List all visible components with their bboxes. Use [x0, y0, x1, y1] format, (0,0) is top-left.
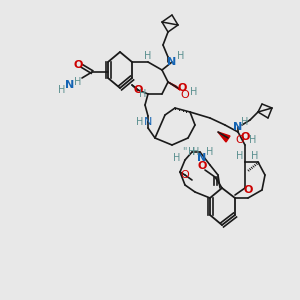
- Text: H: H: [74, 77, 82, 87]
- Text: N: N: [167, 57, 177, 67]
- Text: H: H: [236, 151, 244, 161]
- Text: N: N: [144, 117, 152, 127]
- Text: O: O: [181, 170, 189, 180]
- Text: O: O: [236, 135, 244, 145]
- Text: H: H: [173, 153, 181, 163]
- Text: H: H: [206, 147, 214, 157]
- Text: H: H: [177, 51, 185, 61]
- Text: H: H: [58, 85, 66, 95]
- Text: ": ": [182, 146, 186, 156]
- Polygon shape: [218, 132, 230, 142]
- Text: H: H: [251, 151, 259, 161]
- Text: O: O: [181, 90, 189, 100]
- Text: O: O: [133, 85, 143, 95]
- Text: H: H: [192, 147, 200, 157]
- Text: H: H: [188, 147, 196, 157]
- Text: O: O: [197, 161, 207, 171]
- Text: H: H: [144, 51, 152, 61]
- Text: H: H: [249, 135, 257, 145]
- Text: O: O: [243, 185, 253, 195]
- Polygon shape: [168, 82, 180, 90]
- Text: H: H: [190, 87, 197, 97]
- Text: H: H: [241, 117, 249, 127]
- Text: N: N: [233, 122, 243, 132]
- Text: O: O: [240, 132, 250, 142]
- Text: N: N: [197, 153, 207, 163]
- Text: H: H: [139, 89, 147, 99]
- Text: N: N: [65, 80, 75, 90]
- Text: O: O: [73, 60, 83, 70]
- Text: O: O: [177, 83, 187, 93]
- Text: H: H: [136, 117, 144, 127]
